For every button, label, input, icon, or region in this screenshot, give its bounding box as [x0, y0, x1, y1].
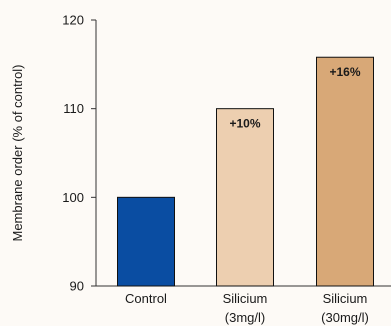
x-label-2-line2: (30mg/l)	[321, 310, 369, 325]
x-category-labels: Control Silicium (3mg/l) Silicium (30mg/l)	[125, 291, 369, 325]
bar-annotation-1: +10%	[229, 117, 260, 131]
x-label-1-line1: Silicium	[223, 291, 268, 306]
x-label-0-line1: Control	[125, 291, 167, 306]
bar-1	[216, 108, 274, 287]
y-tick-label-0: 90	[70, 279, 84, 294]
y-axis-label: Membrane order (% of control)	[10, 64, 25, 241]
bars	[117, 56, 374, 287]
y-tick-label-3: 120	[62, 13, 84, 28]
x-label-1-line2: (3mg/l)	[225, 310, 265, 325]
x-label-2-line1: Silicium	[323, 291, 368, 306]
y-tick-label-1: 100	[62, 190, 84, 205]
bar-2	[316, 56, 374, 287]
bar-0	[117, 196, 175, 287]
y-tick-label-2: 110	[63, 101, 84, 116]
y-ticks: 90 100 110 120	[62, 13, 96, 294]
bar-annotation-2: +16%	[329, 65, 360, 79]
bar-annotations: +10% +16%	[229, 65, 360, 130]
